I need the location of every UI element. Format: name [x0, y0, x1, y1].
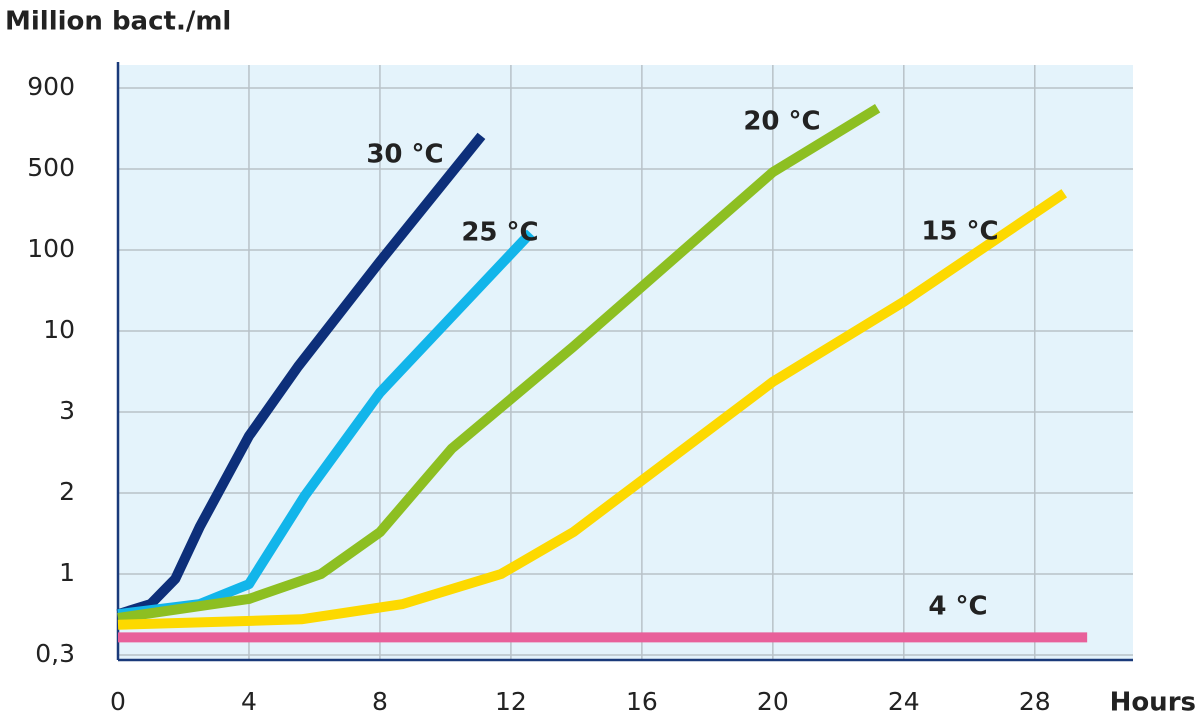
- y-tick-label: 0,3: [35, 639, 75, 668]
- y-tick-label: 2: [59, 477, 75, 506]
- x-tick-label: 24: [888, 687, 920, 716]
- series-label: 15 °C: [921, 217, 998, 247]
- series-label: 20 °C: [743, 107, 820, 137]
- x-tick-label: 0: [110, 687, 126, 716]
- x-tick-label: 12: [495, 687, 527, 716]
- series-line: [117, 189, 1068, 630]
- series-line: [117, 103, 881, 623]
- x-tick-label: 16: [626, 687, 658, 716]
- y-tick-label: 1: [59, 558, 75, 587]
- series-label: 30 °C: [366, 140, 443, 170]
- x-tick-label: 20: [757, 687, 789, 716]
- y-tick-label: 3: [59, 396, 75, 425]
- plot-area: [118, 65, 1133, 660]
- x-tick-label: 8: [372, 687, 388, 716]
- y-tick-label: 500: [27, 153, 75, 182]
- y-axis-title: Million bact./ml: [5, 7, 231, 37]
- x-tick-label: 28: [1019, 687, 1051, 716]
- series-label: 4 °C: [928, 592, 987, 622]
- y-tick-label: 10: [43, 315, 75, 344]
- y-tick-label: 100: [27, 234, 75, 263]
- y-tick-label: 900: [27, 72, 75, 101]
- x-tick-label: 4: [241, 687, 257, 716]
- series-line: [116, 132, 486, 619]
- x-axis-title: Hours: [1110, 688, 1196, 718]
- series-label: 25 °C: [461, 218, 538, 248]
